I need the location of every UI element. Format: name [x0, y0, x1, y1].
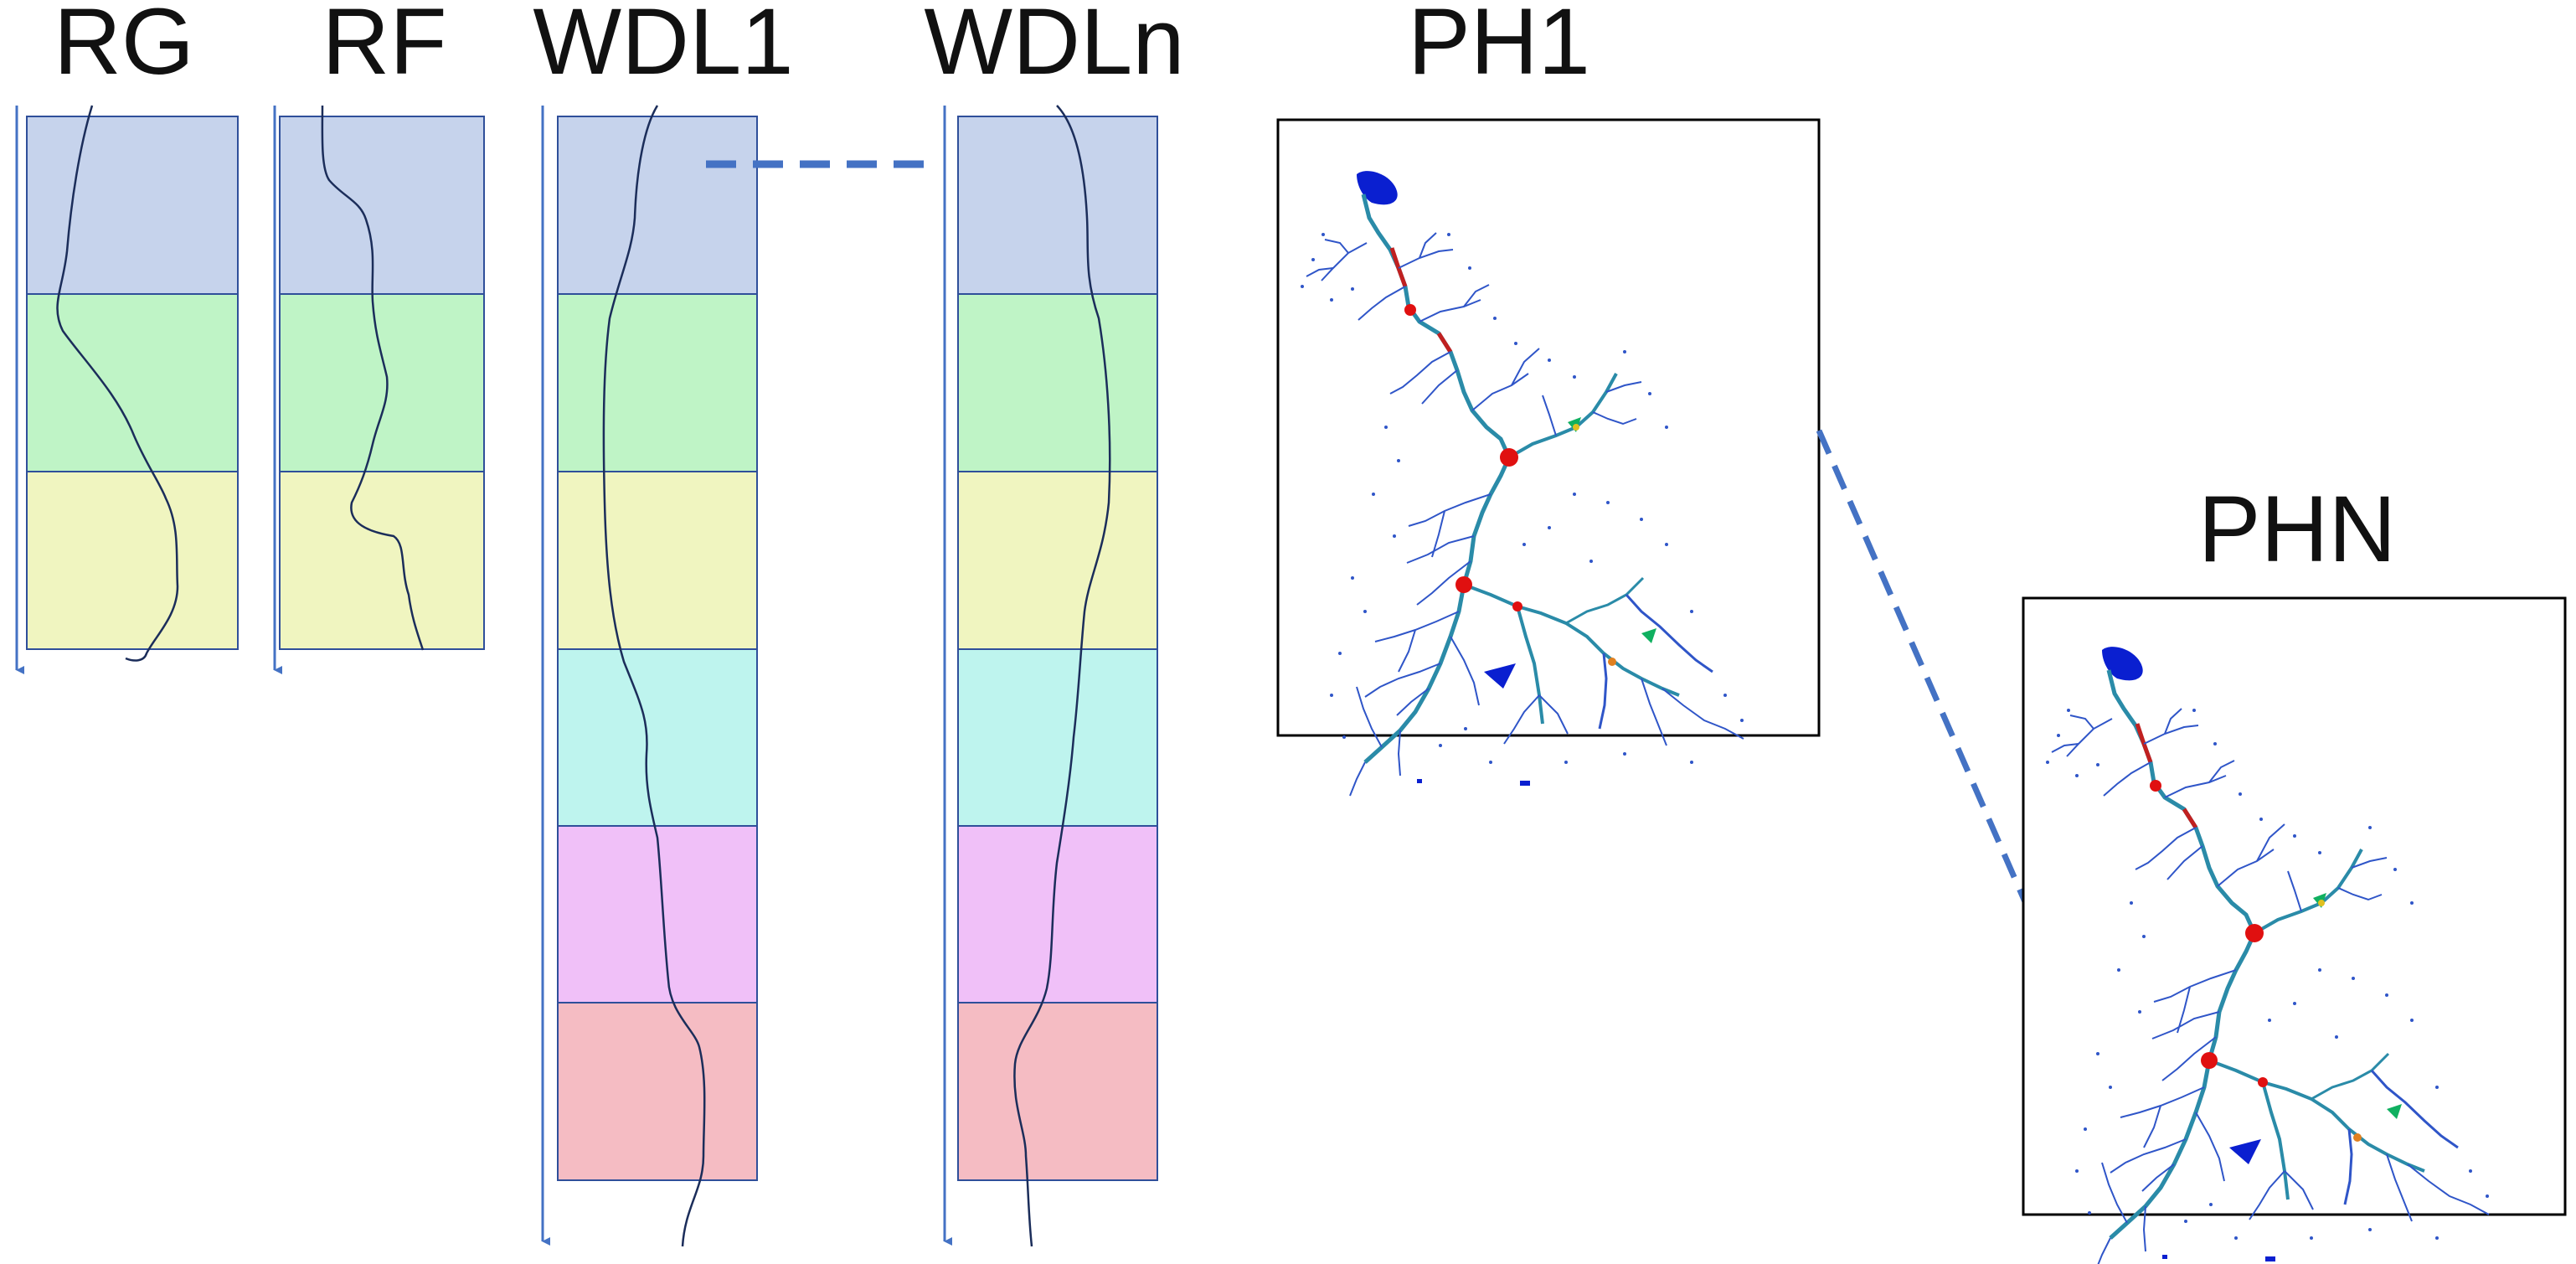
panel-phn: [2022, 596, 2567, 1264]
label-rf: RF: [322, 0, 446, 94]
band-6: [957, 1002, 1158, 1181]
band-3: [279, 471, 485, 650]
label-wdln: WDLn: [924, 0, 1184, 94]
ellipsis-connector-ph: [1816, 429, 2032, 913]
column-rg: [26, 105, 239, 662]
profile-trace-wdln: [1013, 105, 1111, 1247]
profile-trace-rg: [56, 105, 179, 662]
band-1: [279, 116, 485, 295]
phn-frame: [2022, 596, 2567, 1216]
band-2: [26, 293, 239, 472]
profile-trace-rf: [321, 105, 425, 651]
band-3: [557, 471, 758, 650]
label-wdl1: WDL1: [533, 0, 793, 94]
profile-trace-wdl1: [602, 105, 706, 1247]
band-4: [957, 648, 1158, 827]
band-1: [26, 116, 239, 295]
label-ph1: PH1: [1408, 0, 1590, 94]
band-6: [557, 1002, 758, 1181]
column-wdl1: [557, 105, 758, 1247]
column-rf: [279, 105, 485, 651]
label-phn: PHN: [2198, 477, 2396, 581]
band-2: [957, 293, 1158, 472]
band-3: [957, 471, 1158, 650]
band-3: [26, 471, 239, 650]
ph1-frame: [1276, 118, 1821, 737]
band-1: [557, 116, 758, 295]
band-4: [557, 648, 758, 827]
band-2: [279, 293, 485, 472]
panel-ph1: [1276, 118, 1821, 796]
label-rg: RG: [54, 0, 194, 94]
band-5: [557, 825, 758, 1003]
band-1: [957, 116, 1158, 295]
band-2: [557, 293, 758, 472]
column-wdln: [957, 105, 1158, 1247]
